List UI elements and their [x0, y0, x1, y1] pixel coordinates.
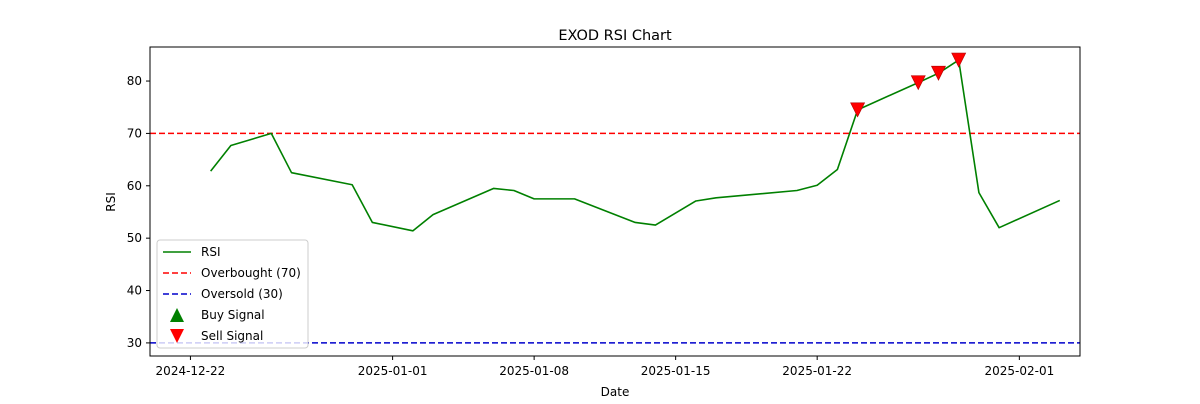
x-tick-label: 2025-01-01 [358, 364, 428, 378]
y-tick-label: 40 [127, 284, 142, 298]
sell-signal-marker [930, 65, 946, 81]
x-tick-label: 2025-02-01 [984, 364, 1054, 378]
y-tick-label: 30 [127, 336, 142, 350]
y-tick-label: 80 [127, 74, 142, 88]
x-axis-label: Date [601, 385, 630, 399]
legend: RSI Overbought (70) Oversold (30) Buy Signa… [156, 239, 309, 349]
legend-buy-label: Buy Signal [201, 308, 265, 322]
sell-signal-marker [910, 75, 926, 91]
legend-overbought-label: Overbought (70) [201, 266, 301, 280]
legend-box [156, 239, 309, 349]
x-tick-label: 2024-12-22 [156, 364, 226, 378]
x-tick-label: 2025-01-22 [782, 364, 852, 378]
legend-buy-swatch [170, 308, 184, 322]
y-axis-label: RSI [104, 192, 118, 212]
sell-signal-marker [850, 102, 866, 118]
x-tick-label: 2025-01-15 [641, 364, 711, 378]
axes: 2024-12-22 2025-01-01 2025-01-08 2025-01-15… [127, 46, 1081, 378]
legend-sell-swatch [170, 329, 184, 343]
legend-sell-label: Sell Signal [201, 329, 263, 343]
legend-oversold-label: Oversold (30) [201, 287, 283, 301]
legend-rsi-label: RSI [201, 245, 221, 259]
chart-title: EXOD RSI Chart [558, 28, 672, 44]
rsi-line [210, 59, 1061, 232]
y-tick-label: 60 [127, 179, 142, 193]
y-tick-label: 50 [127, 231, 142, 245]
y-tick-label: 70 [127, 126, 142, 140]
sell-signal-marker [951, 52, 967, 68]
axes-frame [149, 46, 1081, 357]
x-tick-label: 2025-01-08 [499, 364, 569, 378]
